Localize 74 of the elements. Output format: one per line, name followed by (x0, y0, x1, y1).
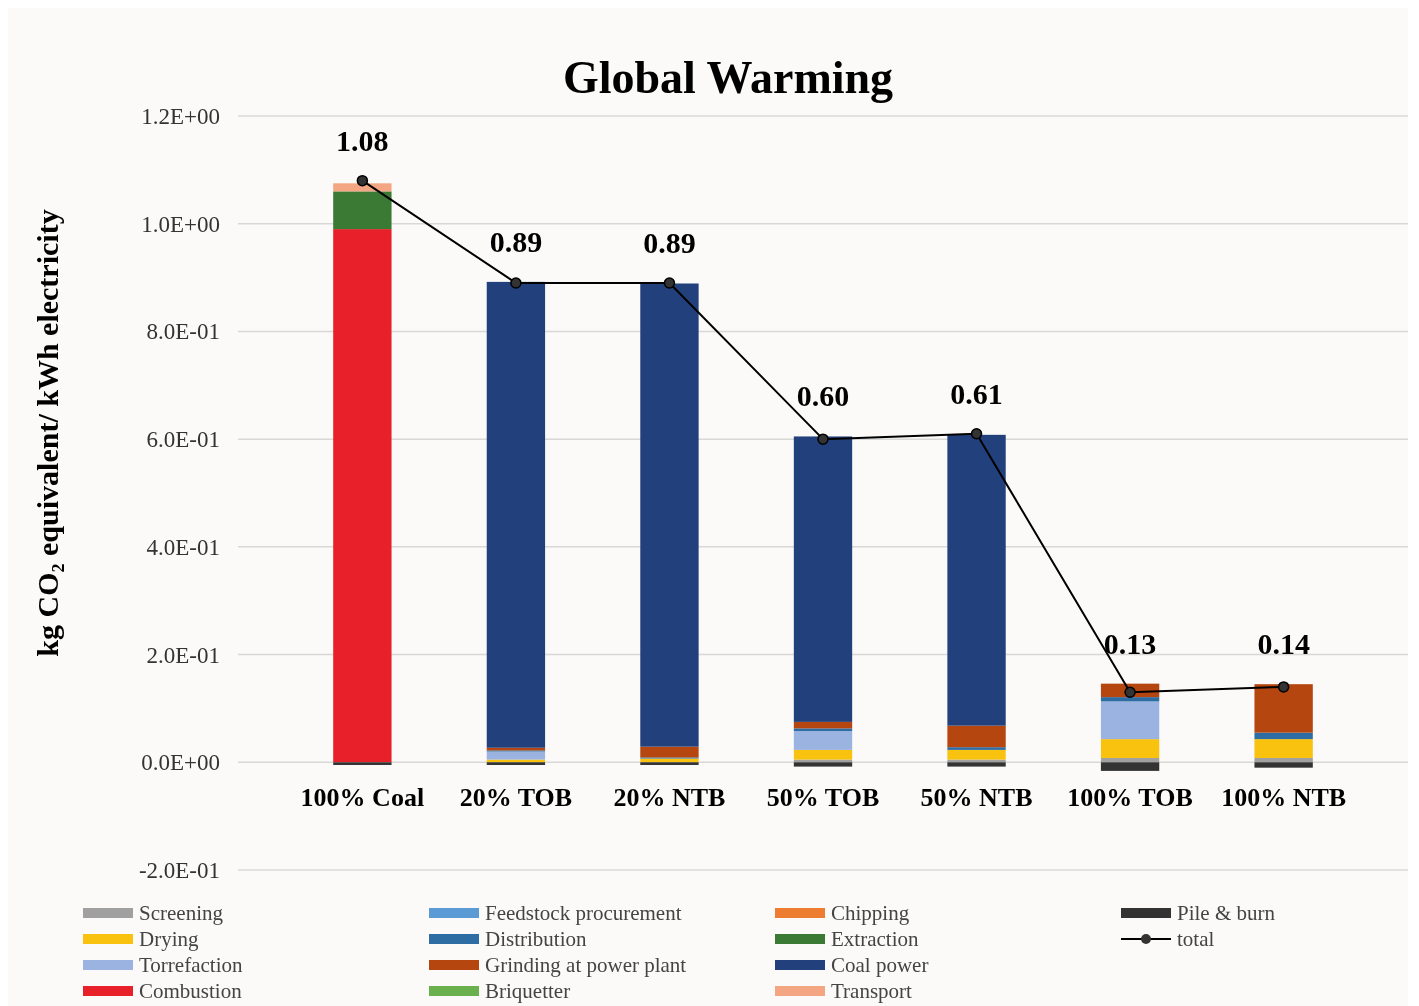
bar (486, 281, 546, 748)
bar (1254, 739, 1313, 758)
bar (947, 762, 1006, 767)
bar (333, 191, 392, 230)
bar (1100, 697, 1160, 702)
legend-label: total (1177, 927, 1215, 951)
y-tick-label: 4.0E-01 (146, 534, 220, 560)
data-label: 0.13 (1103, 626, 1157, 660)
data-label: 1.08 (336, 123, 389, 157)
x-tick-label: 100% NTB (1221, 783, 1347, 813)
bar (640, 762, 699, 765)
bar (947, 747, 1006, 750)
bar (793, 762, 853, 767)
bar (486, 751, 546, 760)
bar (947, 749, 1006, 760)
data-label: 0.60 (796, 379, 850, 413)
bar (793, 721, 853, 729)
chart-title: Global Warming (562, 52, 894, 103)
y-tick-label: 6.0E-01 (146, 427, 220, 453)
legend-label: Torrefaction (139, 953, 243, 977)
bar (1254, 757, 1313, 763)
bar (1254, 762, 1313, 768)
bar (793, 731, 853, 750)
legend-label: Grinding at power plant (485, 953, 687, 977)
x-tick-label: 20% TOB (459, 783, 573, 813)
bar (793, 749, 853, 760)
bar (333, 229, 392, 763)
data-label: 0.89 (643, 225, 696, 259)
x-tick-label: 50% NTB (920, 783, 1033, 813)
bar (947, 434, 1006, 726)
data-label: 0.61 (950, 376, 1003, 410)
legend-label: Transport (831, 979, 913, 1003)
y-tick-label: 1.2E+00 (141, 104, 220, 129)
point (1277, 681, 1290, 693)
y-axis-title: kg CO₂ equivalent/ kWh electricity (31, 209, 64, 657)
legend-label: Briquetter (485, 979, 571, 1003)
x-tick-label: 100% Coal (300, 783, 425, 813)
legend-label: Pile & burn (1177, 901, 1276, 925)
bar (640, 746, 699, 758)
bar (1254, 732, 1313, 740)
bar (1254, 684, 1313, 733)
legend-label: Chipping (831, 901, 910, 925)
legend-label: Drying (139, 927, 199, 951)
point (356, 174, 369, 187)
x-tick-label: 100% TOB (1067, 783, 1193, 813)
bar (793, 436, 853, 722)
legend-label: Coal power (831, 953, 929, 977)
y-tick-label: -2.0E-01 (138, 858, 220, 883)
legend-label: Combustion (139, 979, 243, 1003)
bar (1100, 757, 1160, 763)
point (817, 433, 829, 445)
x-tick-label: 20% NTB (613, 783, 726, 813)
data-label: 0.14 (1257, 627, 1310, 661)
legend-label: Extraction (831, 927, 919, 951)
bar (640, 283, 699, 747)
bar (333, 762, 392, 765)
bar (793, 728, 853, 732)
x-tick-label: 50% TOB (766, 783, 880, 813)
bar (1100, 701, 1160, 740)
y-tick-label: 8.0E-01 (146, 319, 220, 345)
y-tick-label: 0.0E+00 (141, 750, 220, 776)
bar (1100, 739, 1160, 758)
point (970, 428, 983, 440)
point (663, 277, 676, 289)
y-tick-label: 1.0E+00 (141, 211, 220, 237)
legend-label: Feedstock procurement (485, 901, 682, 925)
bar (1100, 762, 1160, 771)
legend-label: Screening (139, 901, 224, 925)
y-tick-label: 2.0E-01 (146, 642, 220, 668)
bar (947, 725, 1006, 748)
point (1124, 686, 1136, 699)
data-label: 0.89 (489, 224, 543, 258)
legend-label: Distribution (485, 927, 587, 951)
point (510, 277, 522, 289)
